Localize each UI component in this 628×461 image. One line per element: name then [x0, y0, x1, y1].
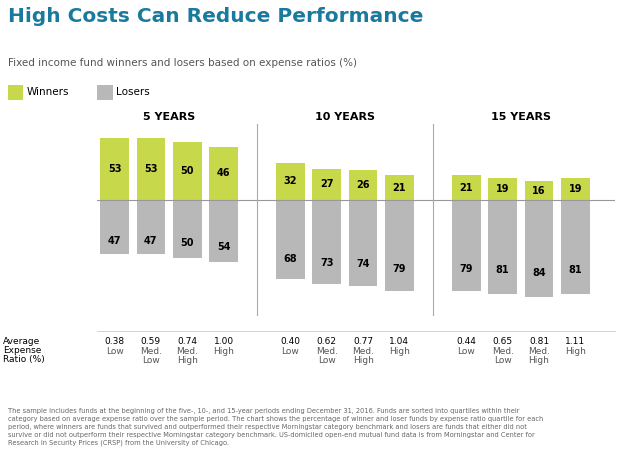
Bar	[561, 200, 590, 294]
Text: 0.77: 0.77	[353, 337, 373, 346]
Bar	[276, 200, 305, 279]
Text: Med.: Med.	[140, 347, 162, 356]
Text: Med.: Med.	[528, 347, 550, 356]
Bar	[561, 178, 590, 200]
Text: 68: 68	[284, 254, 297, 264]
Text: 53: 53	[108, 164, 121, 174]
Bar	[173, 200, 202, 258]
Text: Low: Low	[142, 356, 160, 366]
Text: Winners: Winners	[26, 87, 69, 97]
Bar	[276, 163, 305, 200]
Bar	[209, 200, 238, 262]
Text: 32: 32	[284, 176, 297, 186]
Text: 81: 81	[568, 265, 582, 275]
Bar	[524, 181, 553, 200]
Text: Med.: Med.	[176, 347, 198, 356]
Bar	[489, 178, 517, 200]
Text: 81: 81	[496, 265, 509, 275]
Text: 26: 26	[356, 180, 370, 190]
Bar	[452, 200, 480, 291]
Bar	[385, 176, 414, 200]
Text: 73: 73	[320, 258, 333, 268]
Text: Med.: Med.	[492, 347, 514, 356]
Text: 79: 79	[392, 264, 406, 273]
Bar	[312, 169, 341, 200]
Text: 5 YEARS: 5 YEARS	[143, 112, 195, 122]
Text: 46: 46	[217, 168, 230, 178]
Text: High Costs Can Reduce Performance: High Costs Can Reduce Performance	[8, 7, 423, 26]
Text: Med.: Med.	[316, 347, 338, 356]
Text: The sample includes funds at the beginning of the five-, 10-, and 15-year period: The sample includes funds at the beginni…	[8, 408, 543, 447]
Text: 21: 21	[460, 183, 473, 193]
Text: 21: 21	[392, 183, 406, 193]
Text: High: High	[176, 356, 198, 366]
Bar	[452, 176, 480, 200]
Bar	[385, 200, 414, 291]
Text: 84: 84	[532, 268, 546, 278]
Text: High: High	[565, 347, 586, 356]
Text: Low: Low	[106, 347, 124, 356]
Text: Low: Low	[457, 347, 475, 356]
Text: Med.: Med.	[352, 347, 374, 356]
Text: 1.00: 1.00	[214, 337, 234, 346]
Text: Fixed income fund winners and losers based on expense ratios (%): Fixed income fund winners and losers bas…	[8, 58, 357, 68]
Text: 54: 54	[217, 242, 230, 252]
Text: 1.04: 1.04	[389, 337, 409, 346]
Text: 0.74: 0.74	[177, 337, 197, 346]
Text: 50: 50	[180, 238, 194, 248]
Text: Expense: Expense	[3, 346, 41, 355]
Text: 0.59: 0.59	[141, 337, 161, 346]
Text: 10 YEARS: 10 YEARS	[315, 112, 375, 122]
Bar	[209, 147, 238, 200]
Text: 27: 27	[320, 179, 333, 189]
Text: High: High	[353, 356, 374, 366]
Text: 1.11: 1.11	[565, 337, 585, 346]
Text: 0.65: 0.65	[492, 337, 512, 346]
Text: High: High	[389, 347, 410, 356]
Text: Losers: Losers	[116, 87, 150, 97]
Text: 19: 19	[568, 184, 582, 194]
Text: 0.81: 0.81	[529, 337, 549, 346]
Text: Average: Average	[3, 337, 40, 346]
Text: Low: Low	[318, 356, 335, 366]
Bar	[349, 170, 377, 200]
Bar	[489, 200, 517, 294]
Bar	[524, 200, 553, 297]
Text: 79: 79	[460, 264, 473, 273]
Bar	[136, 200, 165, 254]
Text: Low: Low	[281, 347, 300, 356]
Text: Ratio (%): Ratio (%)	[3, 355, 45, 364]
Text: 0.44: 0.44	[457, 337, 476, 346]
Text: 53: 53	[144, 164, 158, 174]
Bar	[173, 142, 202, 200]
Text: 74: 74	[356, 259, 370, 269]
Text: High: High	[213, 347, 234, 356]
Bar	[100, 200, 129, 254]
Text: 15 YEARS: 15 YEARS	[491, 112, 551, 122]
Bar	[100, 138, 129, 200]
Text: High: High	[529, 356, 550, 366]
Text: 47: 47	[108, 236, 121, 246]
Text: 47: 47	[144, 236, 158, 246]
Bar	[349, 200, 377, 286]
Text: 0.38: 0.38	[104, 337, 124, 346]
Text: 0.62: 0.62	[317, 337, 337, 346]
Text: 50: 50	[180, 166, 194, 176]
Text: 16: 16	[532, 186, 546, 195]
Bar	[312, 200, 341, 284]
Text: 0.40: 0.40	[281, 337, 300, 346]
Text: 19: 19	[496, 184, 509, 194]
Bar	[136, 138, 165, 200]
Text: Low: Low	[494, 356, 512, 366]
